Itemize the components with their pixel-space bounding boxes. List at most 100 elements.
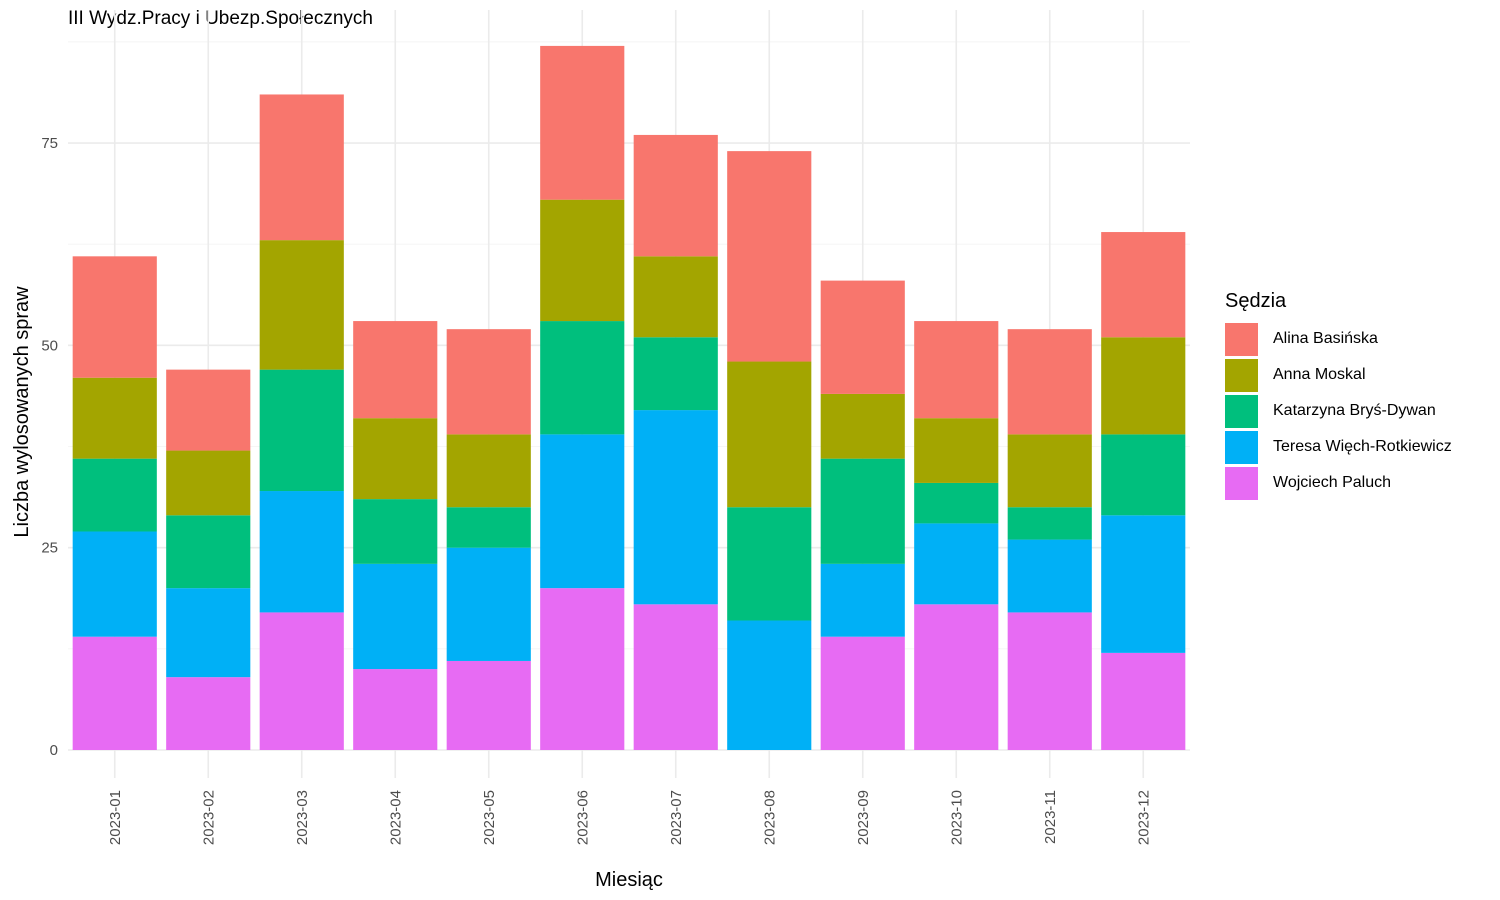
chart-title: III Wydz.Pracy i Ubezp.Społecznych: [68, 8, 374, 29]
bar-segment: [259, 369, 344, 492]
bar-segment: [1101, 515, 1186, 653]
bar-segment: [72, 256, 157, 378]
bar-segment: [1007, 539, 1092, 613]
x-tick-label: 2023-02: [200, 790, 217, 845]
legend-items: Alina Basińska Anna Moskal Katarzyna Bryś-…: [1225, 321, 1452, 501]
legend-title: Sędzia: [1225, 290, 1287, 312]
y-axis-title: Liczba wylosowanych spraw: [11, 286, 33, 538]
bar-segment: [633, 337, 718, 411]
bar-segment: [353, 669, 438, 750]
bar-segment: [446, 507, 531, 548]
x-axis-title: Miesiąc: [595, 869, 663, 891]
bar-segment: [166, 515, 251, 589]
legend-label: Anna Moskal: [1273, 366, 1366, 383]
x-tick-label: 2023-10: [948, 790, 965, 845]
bar-segment: [1007, 507, 1092, 540]
bar-segment: [1007, 434, 1092, 508]
legend: Sędzia Alina Basińska Anna Moskal Katarzyn…: [1225, 290, 1452, 501]
bar-segment: [820, 563, 905, 637]
bar-segment: [820, 280, 905, 394]
legend-key: [1225, 394, 1258, 428]
bar-segment: [1007, 329, 1092, 435]
bar-segment: [727, 620, 812, 750]
bar-segment: [1101, 337, 1186, 435]
bar-segment: [914, 418, 999, 483]
bar-segment: [820, 636, 905, 750]
x-axis-ticks: 2023-01 2023-02 2023-03 2023-04 2023-05 2023-…: [107, 790, 1153, 845]
x-tick-label: 2023-11: [1042, 790, 1059, 844]
bar-segment: [727, 361, 812, 508]
x-tick-label: 2023-03: [294, 790, 311, 845]
bar-segment: [633, 604, 718, 750]
bar-segment: [540, 321, 625, 435]
bar-segment: [540, 434, 625, 589]
bar-segment: [914, 482, 999, 524]
y-tick-label: 75: [41, 135, 58, 152]
bar-segment: [633, 134, 718, 257]
bars: [72, 45, 1186, 750]
bar-segment: [540, 45, 625, 200]
x-tick-label: 2023-07: [668, 790, 685, 845]
bar-segment: [353, 321, 438, 419]
x-tick-label: 2023-12: [1135, 790, 1152, 845]
bar-segment: [72, 636, 157, 750]
legend-item: Katarzyna Bryś-Dywan: [1225, 393, 1452, 429]
bar-segment: [72, 531, 157, 637]
legend-key: [1225, 430, 1258, 464]
bar-segment: [540, 588, 625, 750]
legend-key: [1225, 466, 1258, 500]
bar-segment: [353, 563, 438, 670]
legend-label: Alina Basińska: [1273, 330, 1378, 347]
bar-segment: [166, 588, 251, 678]
bar-segment: [446, 434, 531, 508]
x-tick-label: 2023-09: [855, 790, 872, 845]
bar-segment: [446, 329, 531, 435]
bar-segment: [166, 369, 251, 451]
bar-segment: [166, 450, 251, 516]
y-tick-label: 50: [41, 337, 58, 354]
legend-item: Alina Basińska: [1225, 321, 1452, 357]
y-tick-label: 25: [41, 540, 58, 557]
bar-segment: [353, 418, 438, 500]
legend-item: Anna Moskal: [1225, 357, 1452, 393]
bar-segment: [1101, 434, 1186, 516]
bar-segment: [1101, 652, 1186, 750]
x-tick-label: 2023-01: [107, 790, 124, 845]
x-tick-label: 2023-04: [387, 790, 404, 845]
bar-segment: [353, 499, 438, 564]
bar-segment: [259, 612, 344, 750]
y-axis-ticks: 0 25 50 75: [41, 135, 58, 759]
bar-segment: [1101, 232, 1186, 338]
bar-segment: [914, 523, 999, 605]
bar-segment: [166, 677, 251, 750]
bar-segment: [820, 458, 905, 564]
bar-segment: [540, 199, 625, 322]
legend-label: Katarzyna Bryś-Dywan: [1273, 402, 1436, 419]
bar-segment: [820, 393, 905, 459]
bar-segment: [727, 507, 812, 621]
bar-segment: [259, 240, 344, 370]
bar-segment: [1007, 612, 1092, 750]
legend-key: [1225, 322, 1258, 356]
bar-segment: [633, 256, 718, 338]
bar-segment: [259, 94, 344, 241]
legend-key: [1225, 358, 1258, 392]
legend-item: Teresa Więch-Rotkiewicz: [1225, 429, 1452, 465]
x-tick-label: 2023-06: [574, 790, 591, 845]
legend-label: Wojciech Paluch: [1273, 474, 1391, 491]
legend-label: Teresa Więch-Rotkiewicz: [1273, 438, 1452, 455]
bar-segment: [446, 547, 531, 661]
bar-segment: [72, 458, 157, 532]
bar-segment: [259, 491, 344, 613]
x-tick-label: 2023-08: [761, 790, 778, 845]
bar-segment: [914, 321, 999, 419]
x-tick-label: 2023-05: [481, 790, 498, 845]
legend-item: Wojciech Paluch: [1225, 465, 1452, 501]
bar-segment: [914, 604, 999, 750]
bar-segment: [72, 377, 157, 459]
bar-segment: [727, 151, 812, 362]
bar-segment: [446, 660, 531, 750]
y-tick-label: 0: [50, 742, 58, 759]
bar-segment: [633, 410, 718, 605]
